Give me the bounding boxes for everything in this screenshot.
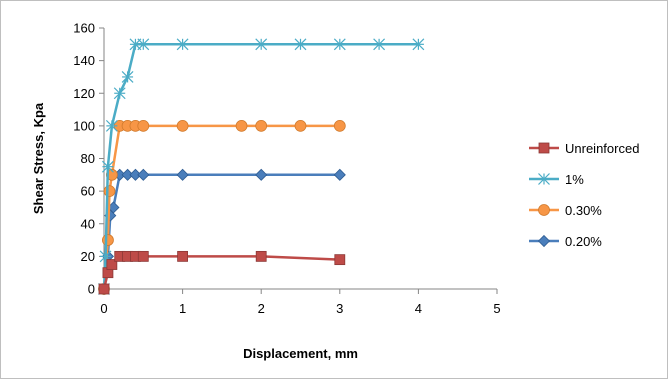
series-line bbox=[102, 124, 340, 290]
data-point bbox=[137, 38, 150, 51]
x-tick-label: 5 bbox=[493, 301, 500, 316]
x-tick-label: 2 bbox=[258, 301, 265, 316]
data-point bbox=[255, 119, 268, 132]
data-point bbox=[113, 87, 126, 100]
legend-label: 1% bbox=[565, 172, 584, 187]
legend-label: 0.20% bbox=[565, 234, 602, 249]
data-point bbox=[177, 250, 189, 262]
series-0-20 bbox=[97, 168, 346, 296]
legend-label: Unreinforced bbox=[565, 141, 639, 156]
legend-marker bbox=[537, 234, 551, 248]
data-point bbox=[412, 38, 425, 51]
legend-item: Unreinforced bbox=[529, 141, 639, 156]
data-point bbox=[102, 234, 114, 246]
series-unreinforced bbox=[98, 250, 346, 295]
data-point bbox=[105, 168, 118, 181]
data-point bbox=[176, 119, 189, 132]
x-axis-ticks: 0 1 2 3 4 5 bbox=[100, 289, 501, 316]
series-line bbox=[102, 173, 340, 290]
legend-item: 1% bbox=[529, 172, 584, 187]
data-point bbox=[137, 250, 149, 262]
series-0-30 bbox=[98, 119, 346, 295]
data-point bbox=[333, 38, 346, 51]
x-tick-label: 3 bbox=[336, 301, 343, 316]
data-point bbox=[333, 119, 346, 132]
legend-label: 0.30% bbox=[565, 203, 602, 218]
data-point bbox=[106, 259, 118, 270]
y-tick-label: 40 bbox=[81, 216, 95, 231]
data-point bbox=[102, 160, 114, 173]
y-axis-title: Shear Stress, Kpa bbox=[31, 102, 46, 214]
y-tick-label: 20 bbox=[81, 249, 95, 264]
x-tick-label: 0 bbox=[100, 301, 107, 316]
series-layer bbox=[97, 38, 425, 296]
y-tick-label: 160 bbox=[73, 21, 95, 36]
y-axis-ticks: 0 20 40 60 80 100 120 140 160 bbox=[73, 21, 104, 297]
legend: Unreinforced 1% 0.30% 0.20% bbox=[529, 141, 639, 249]
data-point bbox=[294, 119, 307, 132]
y-tick-label: 80 bbox=[81, 151, 95, 166]
y-tick-label: 140 bbox=[73, 53, 95, 68]
legend-item: 0.30% bbox=[529, 203, 602, 218]
y-tick-label: 100 bbox=[73, 118, 95, 133]
data-point bbox=[294, 38, 307, 51]
data-point bbox=[137, 119, 150, 132]
legend-marker bbox=[538, 204, 550, 216]
legend-item: 0.20% bbox=[529, 234, 602, 249]
data-point bbox=[373, 38, 386, 51]
data-point bbox=[235, 119, 248, 132]
data-point bbox=[255, 168, 268, 181]
data-point bbox=[334, 254, 346, 266]
y-tick-label: 60 bbox=[81, 184, 95, 199]
data-point bbox=[255, 250, 267, 262]
data-point bbox=[176, 38, 189, 51]
data-point bbox=[137, 168, 150, 181]
data-point bbox=[103, 185, 116, 198]
x-tick-label: 4 bbox=[415, 301, 422, 316]
data-point bbox=[98, 283, 110, 295]
data-point bbox=[255, 38, 268, 51]
legend-marker bbox=[538, 173, 550, 185]
x-axis-title: Displacement, mm bbox=[243, 346, 358, 361]
y-tick-label: 120 bbox=[73, 86, 95, 101]
legend-marker bbox=[538, 142, 550, 154]
data-point bbox=[333, 168, 346, 181]
data-point bbox=[121, 71, 134, 83]
series-1 bbox=[98, 38, 425, 295]
data-point bbox=[105, 119, 118, 132]
y-tick-label: 0 bbox=[88, 282, 95, 297]
data-point bbox=[176, 168, 189, 181]
x-tick-label: 1 bbox=[179, 301, 186, 316]
